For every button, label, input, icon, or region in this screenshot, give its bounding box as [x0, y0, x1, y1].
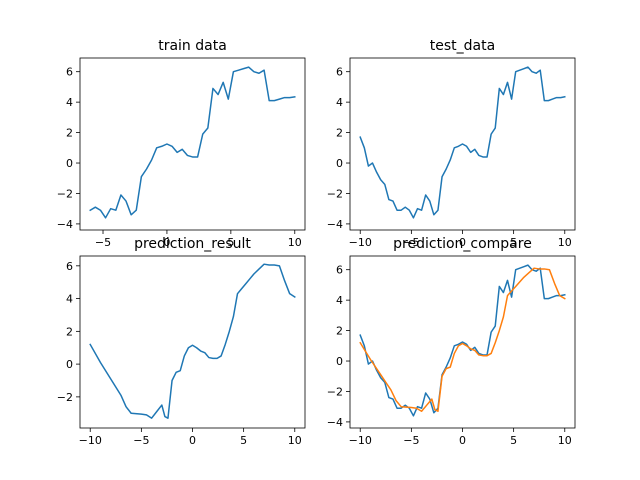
x-tick-label: −5 — [403, 434, 419, 447]
x-tick-label: −5 — [403, 236, 419, 249]
series-line-0 — [89, 66, 296, 219]
y-tick-label: 4 — [66, 96, 73, 109]
x-tick-label: −10 — [349, 434, 372, 447]
chart-title: prediction_result — [134, 236, 251, 252]
y-tick-label: 2 — [336, 127, 343, 140]
chart-title: train data — [158, 38, 227, 54]
y-tick-label: 0 — [336, 157, 343, 170]
x-tick-label: 0 — [459, 236, 466, 249]
x-tick-label: 0 — [189, 434, 196, 447]
x-tick-label: 5 — [510, 434, 517, 447]
y-tick-label: 0 — [336, 355, 343, 368]
y-tick-label: −2 — [57, 187, 73, 200]
axes-frame — [79, 57, 306, 231]
x-tick-label: −5 — [95, 236, 111, 249]
chart-title: prediction_compare — [393, 236, 532, 252]
y-tick-label: 6 — [336, 264, 343, 277]
y-tick-label: −4 — [57, 218, 73, 231]
x-tick-label: −10 — [79, 434, 102, 447]
y-tick-label: 2 — [336, 325, 343, 338]
x-tick-label: 5 — [227, 236, 234, 249]
y-tick-label: 6 — [66, 66, 73, 79]
y-tick-label: 6 — [66, 260, 73, 273]
x-tick-label: 10 — [558, 236, 572, 249]
y-tick-label: 2 — [66, 127, 73, 140]
y-tick-label: −2 — [327, 385, 343, 398]
y-tick-label: 2 — [66, 325, 73, 338]
series-line-0 — [89, 263, 296, 419]
x-tick-label: 10 — [288, 434, 302, 447]
y-tick-label: 4 — [66, 293, 73, 306]
y-tick-label: −4 — [327, 416, 343, 429]
subplot-train-data: −5 0 5 10 −4 −2 0 2 4 6 train data — [57, 38, 306, 249]
series-line-0 — [359, 66, 566, 219]
y-tick-label: 4 — [336, 294, 343, 307]
y-tick-label: 0 — [66, 157, 73, 170]
axes-frame — [79, 255, 306, 429]
subplot-test-data: −10 −5 0 5 10 −4 −2 0 2 4 6 test_data — [327, 38, 576, 249]
y-tick-label: 6 — [336, 66, 343, 79]
series-line-1 — [359, 267, 566, 413]
x-tick-label: 0 — [459, 434, 466, 447]
series-line-0 — [359, 264, 566, 417]
y-tick-label: −4 — [327, 218, 343, 231]
x-tick-label: −10 — [349, 236, 372, 249]
subplot-prediction-result: −10 −5 0 5 10 −2 0 2 4 6 prediction_result — [57, 236, 306, 447]
x-tick-label: 5 — [240, 434, 247, 447]
x-tick-label: 10 — [288, 236, 302, 249]
y-tick-label: 0 — [66, 358, 73, 371]
y-tick-label: 4 — [336, 96, 343, 109]
x-tick-label: −5 — [133, 434, 149, 447]
y-tick-label: −2 — [57, 391, 73, 404]
x-tick-label: 0 — [163, 236, 170, 249]
y-tick-label: −2 — [327, 187, 343, 200]
x-tick-label: 10 — [558, 434, 572, 447]
subplot-prediction-compare: −10 −5 0 5 10 −4 −2 0 2 4 6 prediction_compare — [327, 236, 576, 447]
x-tick-label: 5 — [510, 236, 517, 249]
chart-title: test_data — [430, 38, 495, 54]
